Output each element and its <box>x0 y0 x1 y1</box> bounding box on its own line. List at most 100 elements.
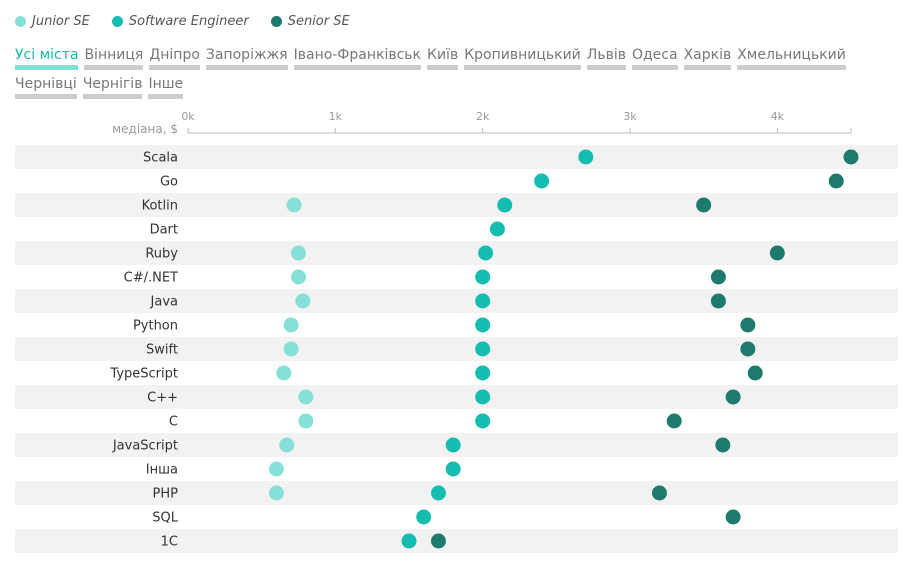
data-point-1 <box>475 341 491 357</box>
data-point-0 <box>286 197 302 213</box>
city-tab-3[interactable]: Запоріжжя <box>205 45 288 70</box>
legend-label: Junior SE <box>32 13 90 29</box>
data-point-2 <box>740 341 756 357</box>
data-point-0 <box>295 293 311 309</box>
city-tab-7[interactable]: Львів <box>586 45 626 70</box>
city-tab-10[interactable]: Хмельницький <box>737 45 846 70</box>
data-point-0 <box>298 389 314 405</box>
data-point-0 <box>283 341 299 357</box>
category-label: Dart <box>150 223 178 238</box>
data-point-0 <box>298 413 314 429</box>
legend-dot-icon <box>15 15 26 27</box>
category-label: PHP <box>153 487 179 502</box>
legend-label: Software Engineer <box>128 13 249 29</box>
data-point-2 <box>651 485 667 501</box>
city-tab-6[interactable]: Кропивницький <box>464 45 581 70</box>
row-band <box>15 481 898 505</box>
data-point-0 <box>268 485 284 501</box>
data-point-1 <box>475 269 491 285</box>
data-point-2 <box>696 197 712 213</box>
city-filter: Усі міста Вінниця Дніпро Запоріжжя Івано-Фра… <box>15 45 910 103</box>
category-label: Інша <box>146 463 178 478</box>
category-label: Python <box>133 319 178 334</box>
city-tab-8[interactable]: Одеса <box>631 45 678 70</box>
data-point-0 <box>283 317 299 333</box>
data-point-2 <box>710 293 726 309</box>
city-tab-9[interactable]: Харків <box>683 45 732 70</box>
category-label: C#/.NET <box>124 271 178 286</box>
legend-dot-icon <box>270 15 282 27</box>
city-tab-5[interactable]: Київ <box>427 45 459 70</box>
data-point-2 <box>769 245 785 261</box>
category-label: Ruby <box>145 247 178 262</box>
category-label: SQL <box>152 511 178 526</box>
data-point-2 <box>828 173 844 189</box>
category-label: Go <box>160 175 178 190</box>
data-point-2 <box>710 269 726 285</box>
city-tab-1[interactable]: Вінниця <box>84 45 144 70</box>
data-point-1 <box>475 317 491 333</box>
x-tick-label: 2k <box>476 110 490 123</box>
city-tab-11[interactable]: Чернівці <box>15 74 77 99</box>
row-band <box>15 241 898 265</box>
data-point-1 <box>475 293 491 309</box>
x-tick-label: 1k <box>329 110 343 123</box>
legend: Junior SE Software Engineer Senior SE <box>15 12 372 30</box>
row-band <box>15 289 898 313</box>
x-tick-label: 0k <box>181 110 195 123</box>
data-point-1 <box>445 461 461 477</box>
data-point-1 <box>475 365 491 381</box>
city-tab-12[interactable]: Чернігів <box>82 74 143 99</box>
category-label: JavaScript <box>112 439 178 454</box>
data-point-0 <box>279 437 295 453</box>
legend-item-2[interactable]: Senior SE <box>270 13 350 29</box>
data-point-2 <box>666 413 682 429</box>
data-point-1 <box>475 389 491 405</box>
row-band <box>15 145 898 169</box>
row-band <box>15 529 898 553</box>
data-point-0 <box>268 461 284 477</box>
data-point-0 <box>291 245 306 261</box>
city-tab-13[interactable]: Інше <box>148 74 184 99</box>
city-tab-2[interactable]: Дніпро <box>149 45 200 70</box>
data-point-0 <box>276 365 292 381</box>
legend-dot-icon <box>111 15 123 27</box>
data-point-1 <box>578 149 594 165</box>
data-point-2 <box>740 317 756 333</box>
x-tick-label: 4k <box>771 110 785 123</box>
legend-item-0[interactable]: Junior SE <box>15 14 90 29</box>
data-point-2 <box>747 365 763 381</box>
category-label: TypeScript <box>109 367 178 382</box>
data-point-2 <box>725 389 741 405</box>
category-label: Java <box>150 295 178 310</box>
data-point-2 <box>725 509 741 525</box>
data-point-1 <box>416 509 432 525</box>
category-label: Swift <box>146 343 178 358</box>
data-point-0 <box>291 269 306 285</box>
data-point-1 <box>430 485 446 501</box>
category-label: Scala <box>143 151 178 166</box>
category-label: 1C <box>161 535 178 550</box>
data-point-1 <box>478 245 494 261</box>
data-point-1 <box>475 413 491 429</box>
category-label: C <box>169 415 178 430</box>
legend-item-1[interactable]: Software Engineer <box>111 13 249 29</box>
row-band <box>15 193 898 217</box>
data-point-2 <box>430 533 446 549</box>
x-tick-label: 3k <box>623 110 637 123</box>
data-point-1 <box>445 437 461 453</box>
data-point-1 <box>489 221 505 237</box>
x-axis-title: медіана, $ <box>112 122 178 136</box>
city-tab-0[interactable]: Усі міста <box>15 45 79 70</box>
category-label: C++ <box>147 391 178 406</box>
data-point-1 <box>401 533 417 549</box>
data-point-2 <box>715 437 731 453</box>
legend-label: Senior SE <box>287 13 350 29</box>
row-band <box>15 385 898 409</box>
data-point-2 <box>843 149 859 165</box>
category-label: Kotlin <box>142 199 178 214</box>
city-tab-4[interactable]: Івано-Франківськ <box>293 45 422 70</box>
data-point-1 <box>534 173 550 189</box>
data-point-1 <box>497 197 513 213</box>
